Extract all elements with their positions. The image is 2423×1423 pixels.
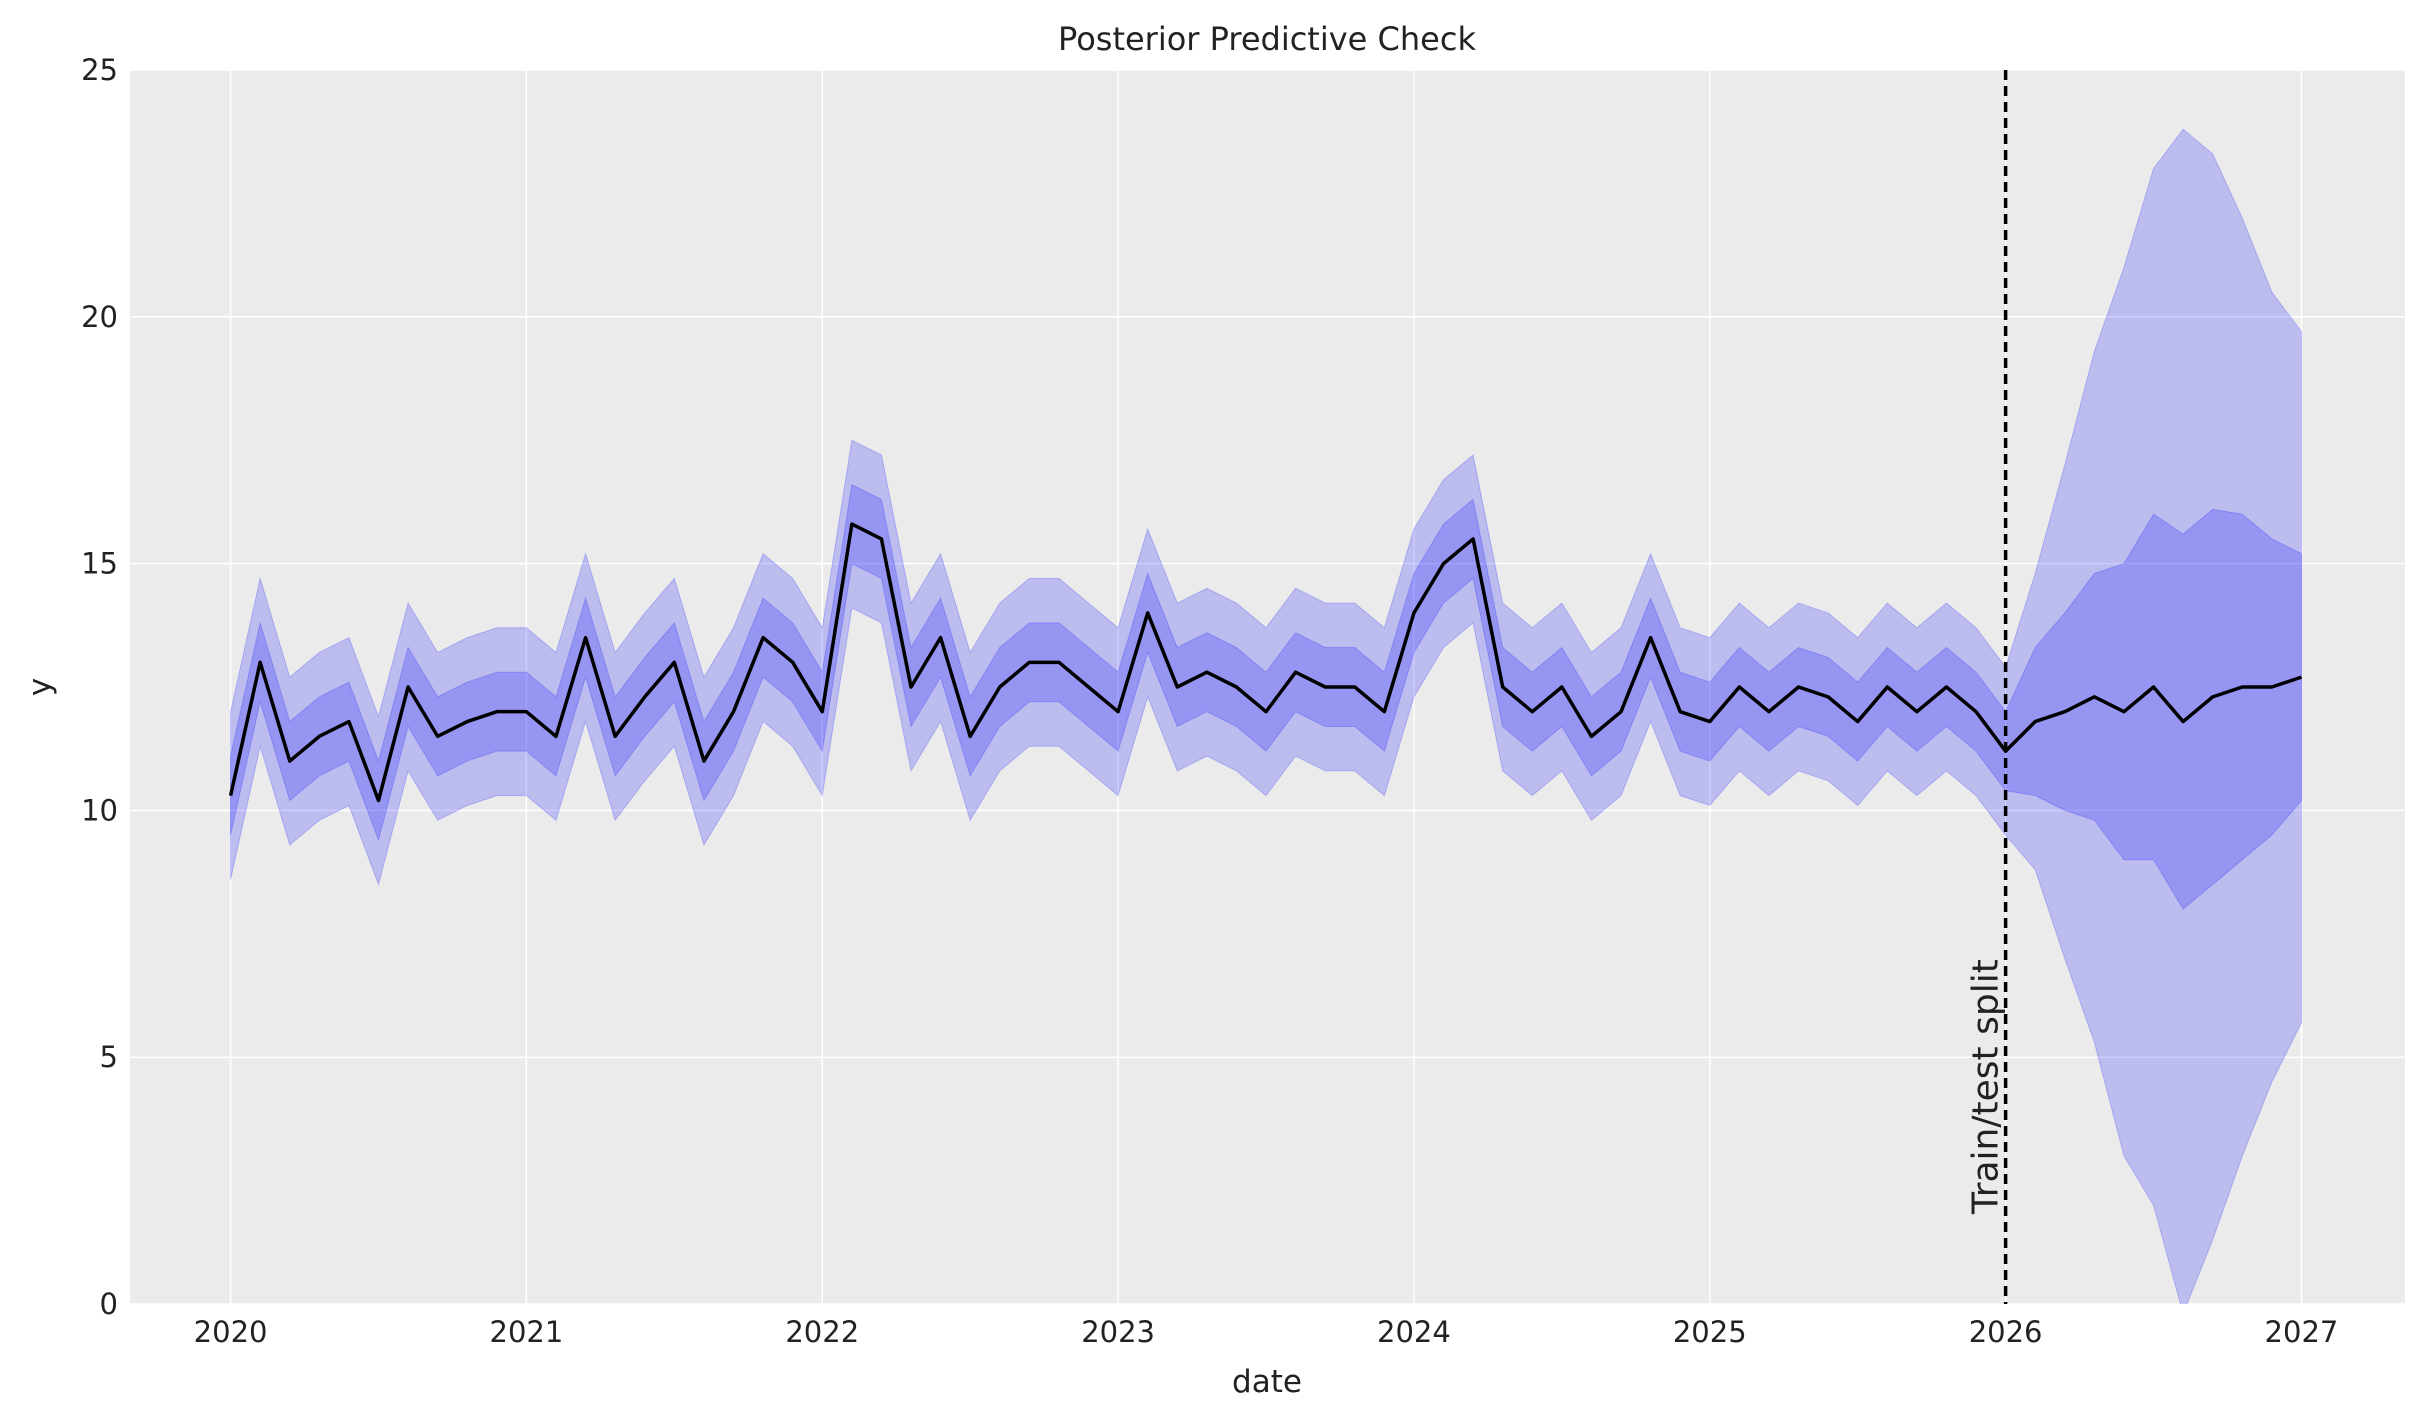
y-tick-label: 15 xyxy=(81,547,118,581)
y-axis-label: y xyxy=(22,678,58,696)
plot-area xyxy=(130,70,2405,1304)
y-tick-label: 0 xyxy=(100,1287,118,1321)
chart-title: Posterior Predictive Check xyxy=(1058,20,1476,58)
interval-band xyxy=(230,483,2302,910)
x-tick-label: 2024 xyxy=(1377,1315,1451,1349)
x-tick-label: 2027 xyxy=(2265,1315,2339,1349)
x-tick-label: 2020 xyxy=(194,1315,268,1349)
x-axis-label: date xyxy=(1232,1364,1302,1400)
split-annotation: Train/test split xyxy=(1966,959,2007,1215)
x-tick-label: 2022 xyxy=(785,1315,859,1349)
mean-line xyxy=(228,522,2303,803)
interval-band xyxy=(230,128,2302,1304)
y-tick-label: 20 xyxy=(81,300,118,334)
x-tick-label: 2023 xyxy=(1081,1315,1155,1349)
x-tick-label: 2026 xyxy=(1969,1315,2043,1349)
y-tick-label: 5 xyxy=(100,1040,118,1074)
y-tick-label: 25 xyxy=(81,53,118,87)
x-tick-label: 2021 xyxy=(490,1315,564,1349)
y-tick-label: 10 xyxy=(81,793,118,827)
x-tick-label: 2025 xyxy=(1673,1315,1747,1349)
